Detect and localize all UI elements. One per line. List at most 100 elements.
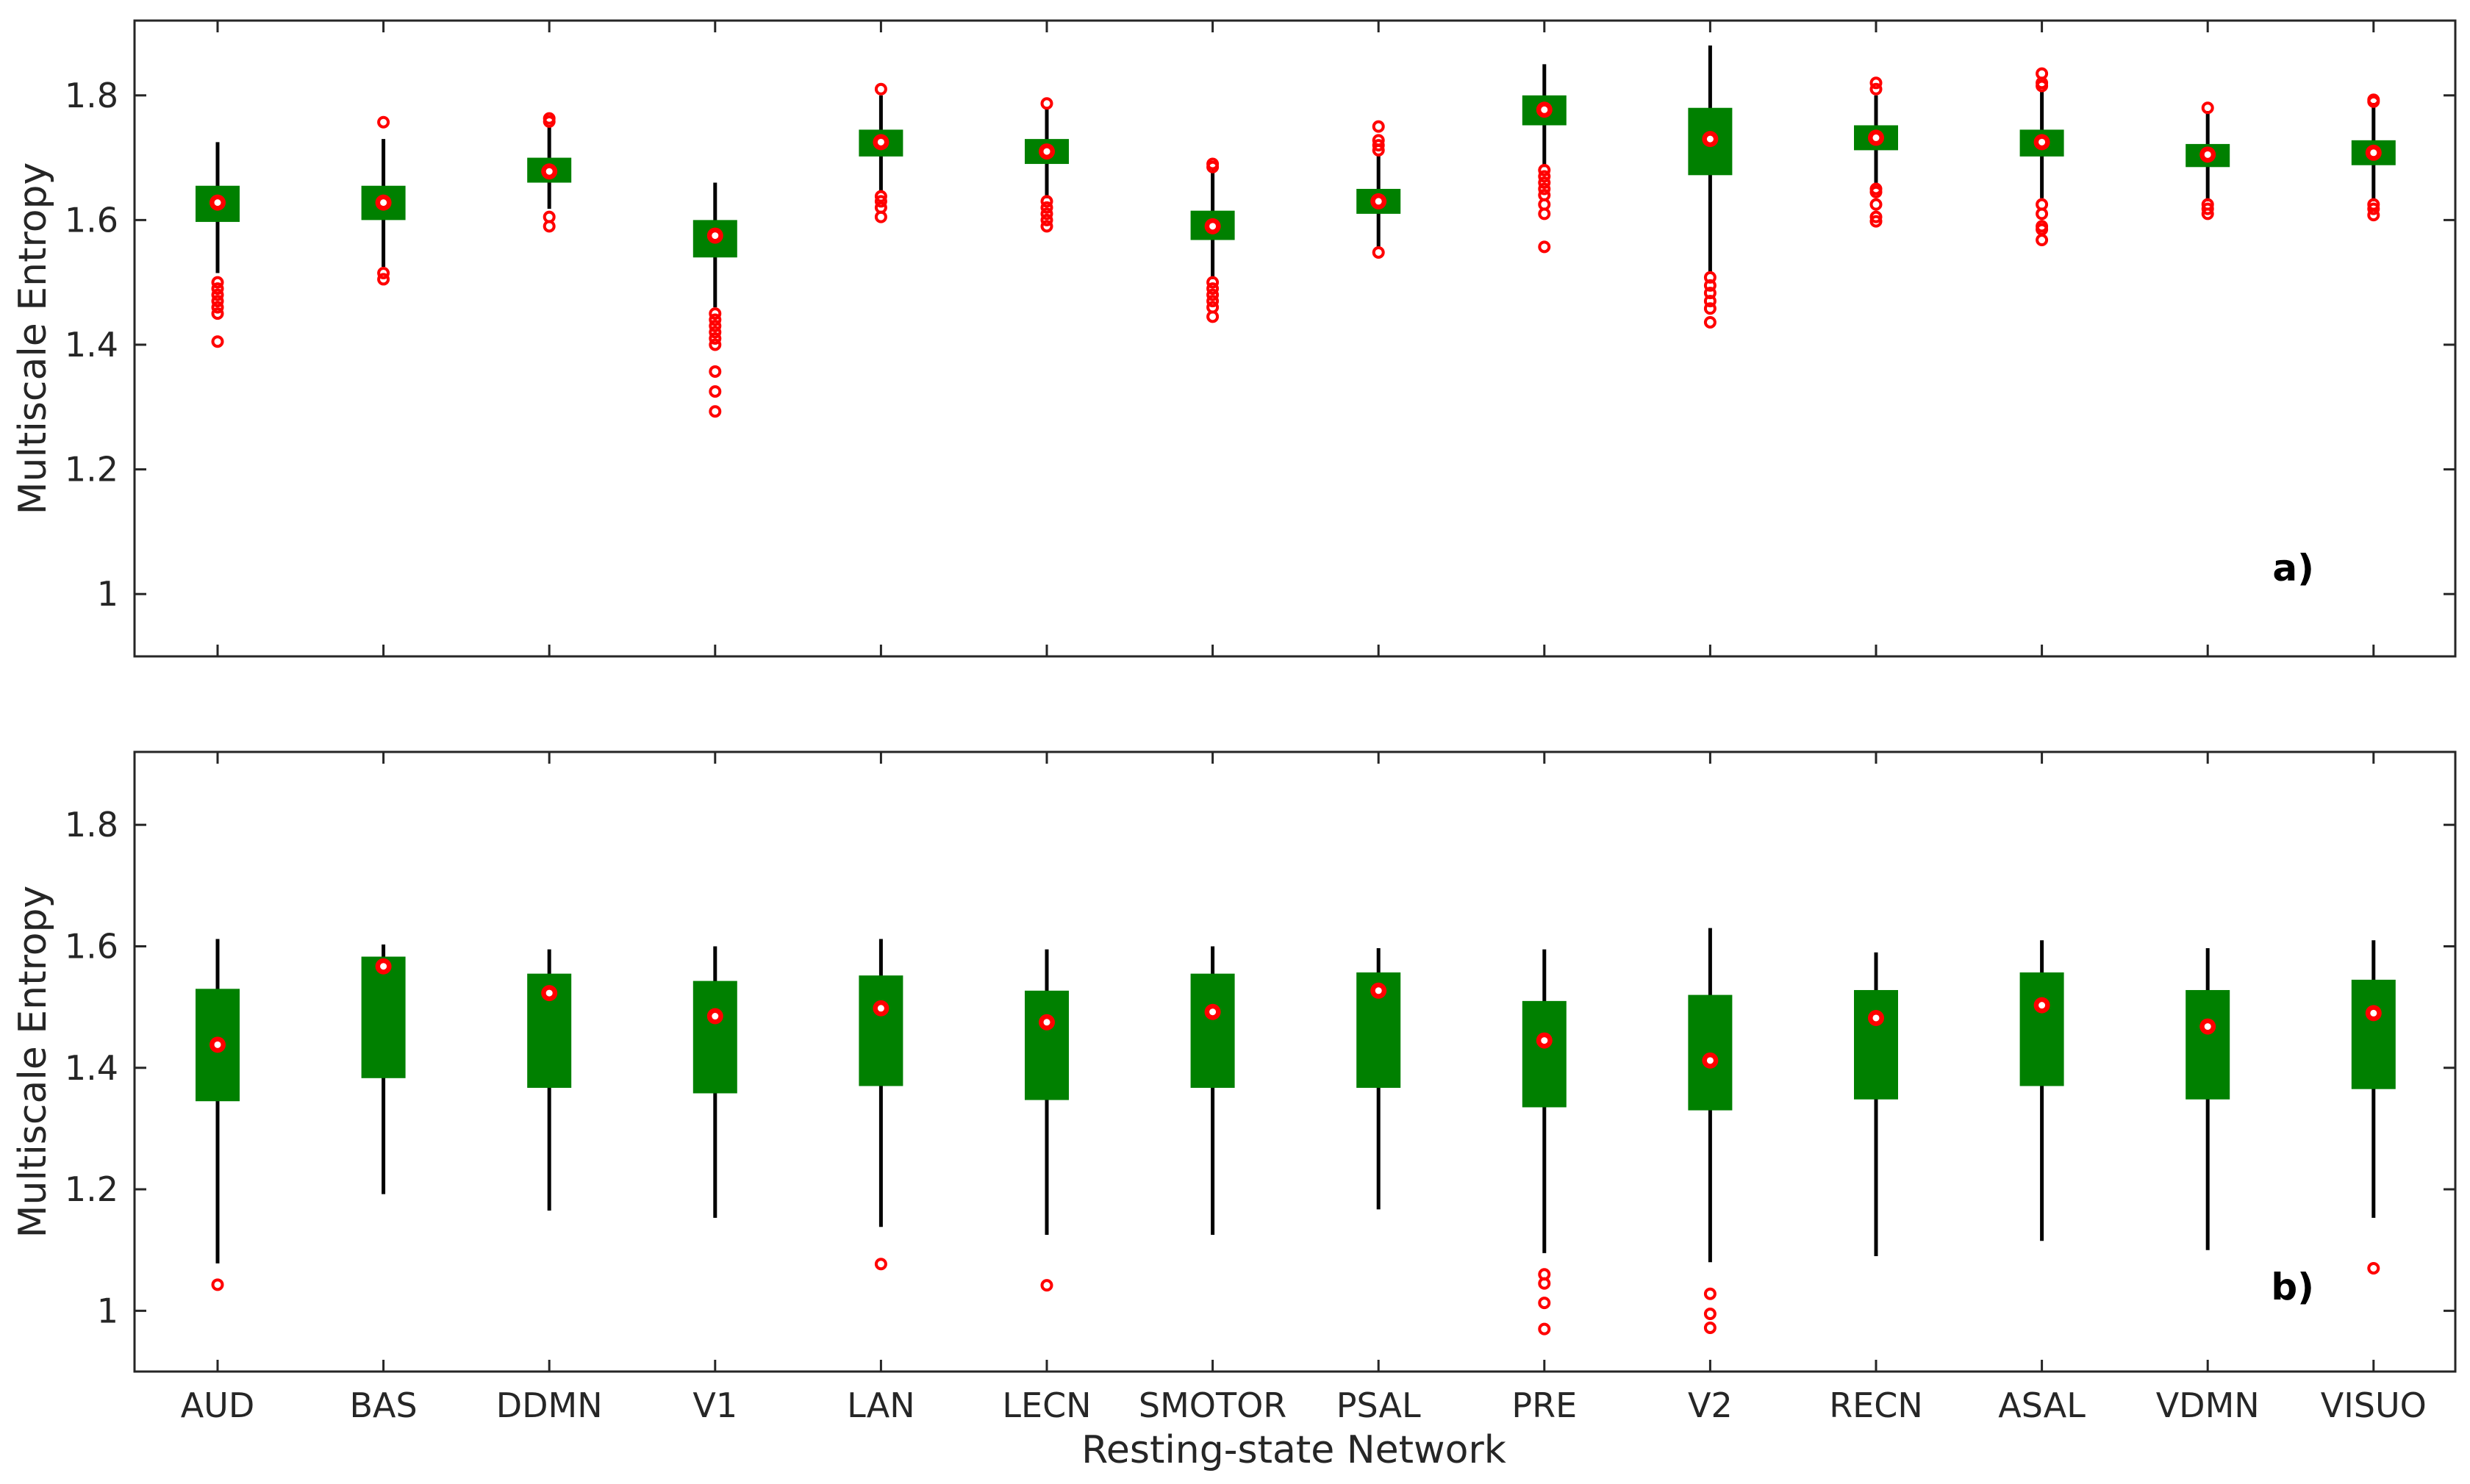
y-tick-label: 1.6 [65,926,118,966]
y-tick-label: 1.8 [65,76,118,115]
median-marker-center [2204,151,2211,158]
outlier-point [1372,120,1385,133]
outlier-point [211,1278,224,1291]
outlier-point [1869,76,1883,90]
outlier-point [1206,288,1220,301]
outlier-point [1538,1322,1551,1336]
y-axis-label: Multiscale Entropy [11,162,55,515]
median-marker-center [1375,198,1382,205]
outlier-point [1538,176,1551,189]
y-axis-label: Multiscale Entropy [11,886,55,1239]
outlier-point [1206,276,1220,289]
median-marker-center [1375,987,1382,994]
box [1025,990,1069,1100]
y-tick-label: 1.4 [65,1048,118,1088]
outlier-point [1040,213,1053,226]
outlier-point [211,276,224,289]
y-tick-label: 1 [97,1291,118,1330]
outlier-point [2036,207,2049,221]
outlier-point [1538,207,1551,221]
outlier-point [211,282,224,295]
y-tick-label: 1.2 [65,1169,118,1209]
x-tick-label: ASAL [1998,1386,2086,1425]
median-marker-center [1209,223,1217,230]
box [692,981,737,1094]
x-tick-label: VISUO [2321,1386,2427,1425]
outlier-point [1703,1287,1717,1300]
outlier-point [2201,101,2214,115]
outlier-point [1206,310,1220,323]
outlier-point [211,288,224,301]
outlier-point [1538,170,1551,183]
outlier-point [709,320,722,333]
median-marker-center [877,1005,884,1012]
outlier-point [1040,195,1053,208]
outlier-point [2367,95,2380,108]
median-marker-center [2370,149,2377,157]
x-tick-label: PRE [1511,1386,1577,1425]
outlier-point [377,266,390,279]
axes-frame [133,19,2457,658]
x-tick-label: V2 [1688,1386,1733,1425]
outlier-point [1703,1307,1717,1320]
outlier-point [1040,207,1053,221]
outlier-point [709,332,722,345]
outlier-point [1869,82,1883,96]
outlier-point [1040,201,1053,214]
outlier-point [377,115,390,129]
outlier-point [2036,234,2049,247]
outlier-point [1869,198,1883,211]
x-tick-label: SMOTOR [1139,1386,1286,1425]
outlier-point [709,405,722,418]
panel-b: 1 1.2 1.4 1.6 1.8 AUD BAS DDMN V1 LAN LECN SMOTOR PS… [11,750,2457,1425]
outlier-point [1869,185,1883,198]
median-marker-center [1706,1057,1714,1064]
outlier-point [1703,279,1717,292]
box [1190,973,1235,1089]
box [2019,972,2064,1086]
median-marker-center [1043,1019,1050,1026]
outlier-point [211,335,224,348]
x-tick-label: AUD [181,1386,255,1425]
outlier-point [1206,160,1220,173]
outlier-point [1538,1277,1551,1290]
outlier-point [377,273,390,286]
outlier-point [709,385,722,398]
outlier-point [709,365,722,378]
median-marker-center [2370,1009,2377,1017]
median-marker-center [2038,1002,2046,1009]
outlier-point [1040,97,1053,110]
outlier-point [1703,1321,1717,1334]
outlier-point [709,338,722,351]
panel-label: a) [2272,547,2314,589]
x-axis-label: Resting-state Network [1081,1428,1506,1472]
outlier-point [543,115,556,128]
outlier-point [2367,202,2380,215]
x-tick-label: LECN [1002,1386,1091,1425]
outlier-point [874,1258,887,1271]
outlier-point [1869,215,1883,228]
y-tick-label: 1.4 [65,325,118,365]
outlier-point [2036,79,2049,93]
median-marker-center [1872,1014,1880,1022]
median-marker-center [214,1041,221,1048]
outlier-point [1538,240,1551,254]
box [1522,1000,1567,1108]
box [2351,979,2396,1089]
outlier-point [1703,295,1717,308]
box [2186,989,2230,1100]
outlier-point [709,326,722,339]
outlier-point [1538,1297,1551,1310]
outlier-point [709,307,722,320]
median-marker-center [1043,148,1050,155]
outlier-point [874,195,887,208]
outlier-point [2201,207,2214,221]
y-tick-label: 1.6 [65,200,118,240]
outlier-point [2036,223,2049,236]
outlier-point [1372,143,1385,157]
y-tick-label: 1.2 [65,450,118,490]
median-marker-center [2038,138,2046,146]
outlier-point [2201,202,2214,215]
